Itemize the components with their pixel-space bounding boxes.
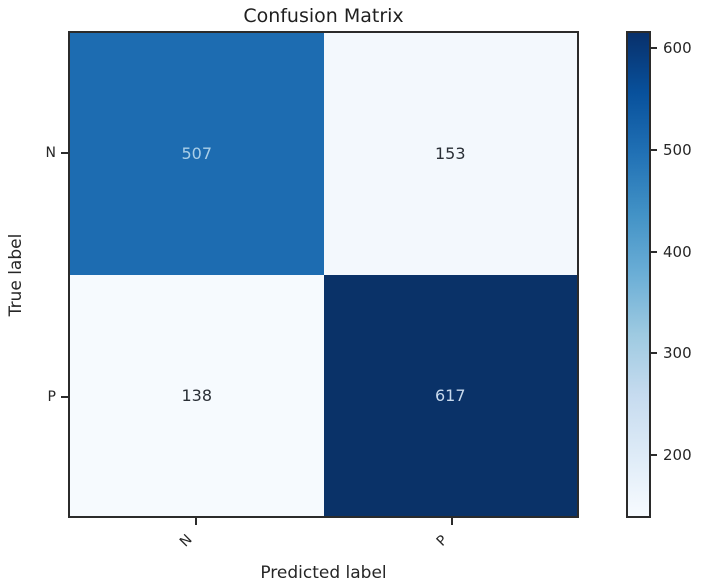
matrix-cell-true-p-pred-p: 617: [323, 274, 577, 516]
colorbar-tick-mark: [651, 352, 657, 355]
colorbar: [626, 31, 651, 518]
colorbar-tick-label: 300: [663, 344, 692, 363]
colorbar-tick-mark: [651, 250, 657, 253]
y-tick-label-n: N: [45, 145, 56, 161]
x-axis-label: Predicted label: [260, 563, 387, 583]
colorbar-tick-label: 600: [663, 39, 692, 58]
y-tick-mark-n: [61, 151, 68, 154]
matrix-cell-true-n-pred-p: 153: [323, 33, 577, 275]
matrix-cell-true-p-pred-n: 138: [70, 274, 324, 516]
y-tick-mark-p: [61, 395, 68, 398]
colorbar-tick-label: 500: [663, 140, 692, 159]
x-tick-mark-p: [450, 518, 453, 525]
colorbar-tick-mark: [651, 148, 657, 151]
colorbar-tick-label: 200: [663, 445, 692, 464]
colorbar-tick-mark: [651, 453, 657, 456]
colorbar-tick-mark: [651, 47, 657, 50]
heatmap-plot-area: 507 153 138 617: [68, 31, 579, 518]
y-axis-label: True label: [6, 233, 26, 317]
x-tick-mark-n: [194, 518, 197, 525]
x-tick-label-n: N: [176, 531, 196, 551]
chart-title: Confusion Matrix: [243, 5, 404, 27]
colorbar-tick-label: 400: [663, 242, 692, 261]
x-tick-label-p: P: [433, 532, 451, 550]
matrix-cell-true-n-pred-n: 507: [70, 33, 324, 275]
y-tick-label-p: P: [47, 389, 56, 405]
